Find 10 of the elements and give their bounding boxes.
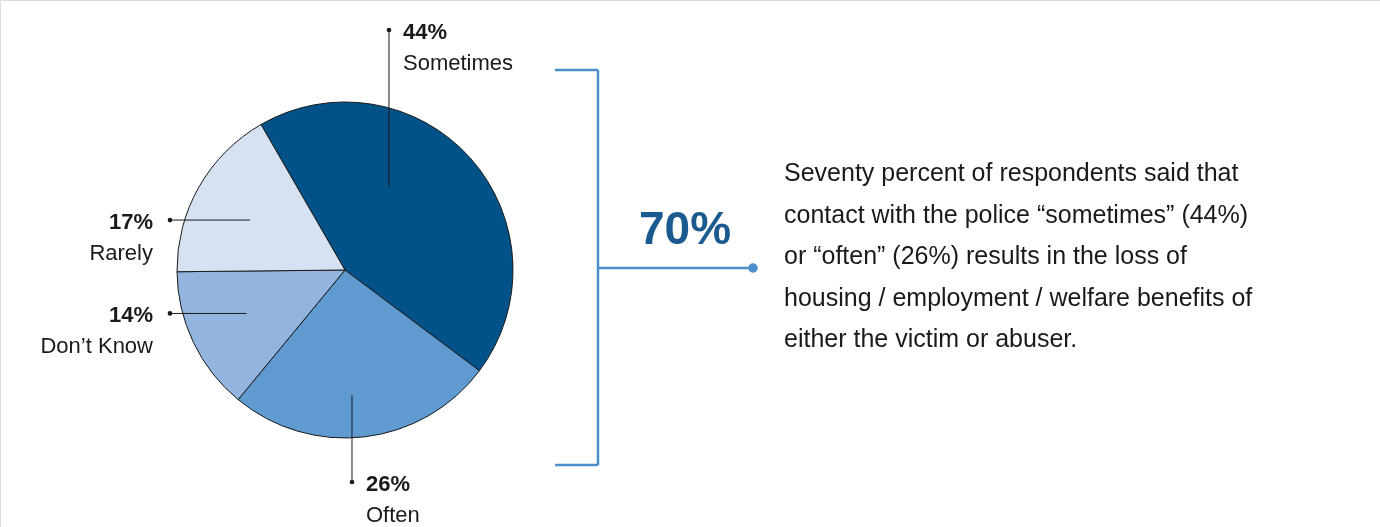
data-label: 14% bbox=[108, 302, 153, 328]
data-label: 26% bbox=[365, 471, 411, 496]
data-label: 44% bbox=[402, 19, 448, 44]
slice-label: Sometimes bbox=[402, 50, 514, 75]
slice-label: Rarely bbox=[89, 240, 153, 266]
text: 70% bbox=[638, 202, 732, 254]
slice-label: Often bbox=[365, 502, 420, 527]
text: Seventy percent of respondents said that contact with the police “sometimes” (44%) or “often” (26%) results in the loss of housing / employment / welfare benefits of either the victim or abuser. bbox=[784, 158, 1253, 352]
slice-label: Don’t Know bbox=[40, 333, 154, 359]
data-label: 17% bbox=[108, 209, 153, 235]
